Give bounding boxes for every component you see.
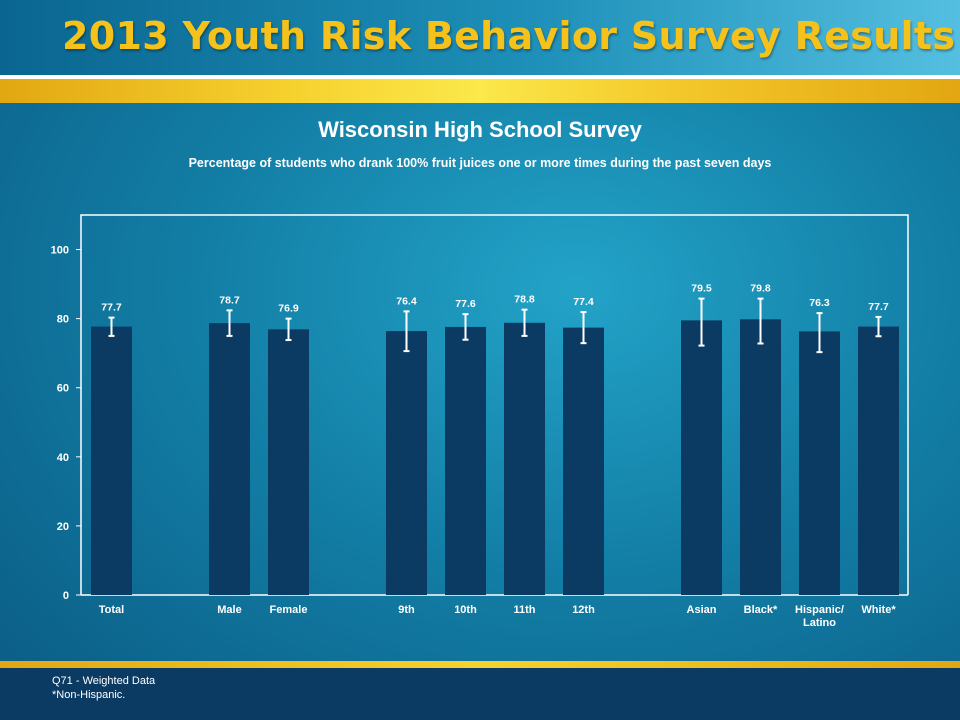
data-label: 78.7 bbox=[219, 294, 240, 306]
x-tick-label: Hispanic/ bbox=[795, 604, 844, 616]
bar bbox=[563, 327, 604, 595]
y-tick-label: 20 bbox=[57, 521, 69, 533]
y-tick-label: 0 bbox=[63, 590, 69, 602]
data-label: 77.7 bbox=[101, 302, 122, 314]
data-label: 79.8 bbox=[750, 283, 771, 295]
bar bbox=[504, 322, 545, 595]
x-tick-label: 11th bbox=[513, 604, 535, 616]
data-label: 77.6 bbox=[455, 298, 476, 310]
plot-frame bbox=[80, 214, 909, 595]
bar-chart: 0 20 40 60 80 100 77.7 Total 78.7 Male 76.9 Female 7… bbox=[51, 214, 909, 629]
bar bbox=[740, 319, 781, 595]
page-title: 2013 Youth Risk Behavior Survey Results bbox=[62, 14, 956, 58]
header-divider-gold bbox=[0, 79, 960, 103]
footer: Q71 - Weighted Data *Non-Hispanic. bbox=[0, 668, 960, 720]
y-tick-label: 80 bbox=[57, 314, 69, 326]
chart-subtitle: Percentage of students who drank 100% fr… bbox=[188, 156, 772, 170]
bar bbox=[91, 326, 132, 595]
data-label: 77.4 bbox=[573, 296, 594, 308]
y-tick-label: 100 bbox=[51, 245, 69, 257]
y-tick-label: 60 bbox=[57, 383, 69, 395]
x-tick-label: 9th bbox=[398, 604, 415, 616]
bar bbox=[209, 323, 250, 595]
bar bbox=[799, 331, 840, 595]
bar bbox=[858, 326, 899, 595]
footnote-source: Q71 - Weighted Data bbox=[52, 675, 156, 687]
data-label: 79.5 bbox=[691, 283, 712, 295]
x-tick-label: 10th bbox=[454, 604, 477, 616]
x-tick-label: Black* bbox=[744, 604, 778, 616]
data-label: 78.8 bbox=[514, 294, 535, 306]
data-label: 77.7 bbox=[868, 301, 889, 313]
header-divider-white bbox=[0, 75, 960, 79]
chart-title: Wisconsin High School Survey bbox=[318, 117, 642, 142]
data-label: 76.4 bbox=[396, 295, 417, 307]
x-tick-label: 12th bbox=[572, 604, 595, 616]
data-label: 76.3 bbox=[809, 297, 830, 309]
y-tick-label: 40 bbox=[57, 452, 69, 464]
x-tick-label: Total bbox=[99, 604, 124, 616]
x-tick-label: Asian bbox=[687, 604, 717, 616]
data-label: 76.9 bbox=[278, 303, 299, 315]
bar bbox=[445, 326, 486, 595]
header-banner: 2013 Youth Risk Behavior Survey Results bbox=[0, 0, 960, 75]
x-tick-label: Male bbox=[217, 604, 241, 616]
bar bbox=[268, 329, 309, 595]
x-tick-label: Female bbox=[270, 604, 308, 616]
bar bbox=[681, 320, 722, 595]
x-tick-label: White* bbox=[861, 604, 896, 616]
footer-divider bbox=[0, 661, 960, 668]
bar bbox=[386, 331, 427, 595]
x-tick-label: Latino bbox=[803, 617, 836, 629]
footnote-nonhispanic: *Non-Hispanic. bbox=[52, 689, 126, 701]
